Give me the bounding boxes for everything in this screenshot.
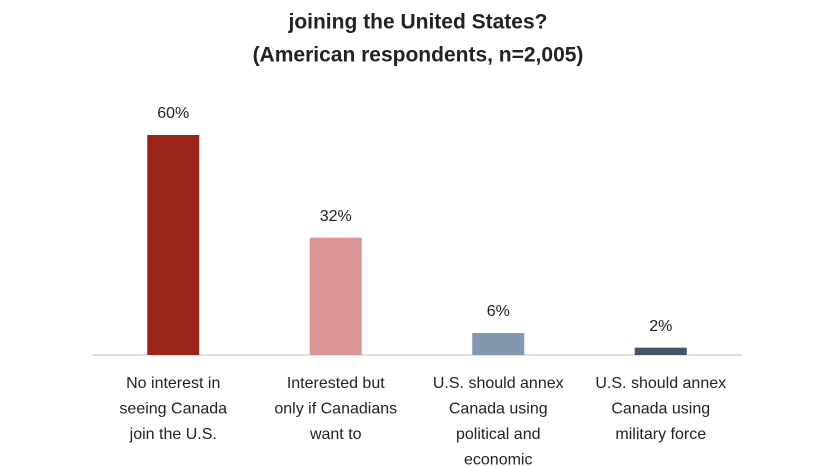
x-tick-label: U.S. should annex <box>595 375 726 392</box>
x-tick-label: Canada using <box>449 401 548 418</box>
value-label: 60% <box>157 105 189 122</box>
chart-title: joining the United States? <box>287 11 547 34</box>
bar <box>634 347 687 355</box>
value-label: 2% <box>649 318 672 335</box>
x-tick-label: Canada using <box>611 401 710 418</box>
value-label: 32% <box>320 208 352 225</box>
chart-title: (American respondents, n=2,005) <box>253 44 584 67</box>
x-tick-label: only if Canadians <box>274 401 397 418</box>
value-label: 6% <box>487 303 510 320</box>
x-tick-label: No interest in <box>126 375 220 392</box>
x-tick-label: seeing Canada <box>119 401 227 418</box>
x-tick-label: join the U.S. <box>129 426 217 443</box>
x-tick-label: Interested but <box>287 375 385 392</box>
bar <box>472 333 525 355</box>
bar <box>309 237 362 355</box>
bar <box>147 135 200 355</box>
x-tick-label: U.S. should annex <box>433 375 564 392</box>
x-tick-label: want to <box>309 426 362 443</box>
x-tick-label: political and <box>456 426 541 443</box>
chart-title: And how do you feel about this idea of C… <box>185 0 652 1</box>
x-tick-label: military force <box>615 426 706 443</box>
x-tick-label: economic <box>464 452 532 467</box>
